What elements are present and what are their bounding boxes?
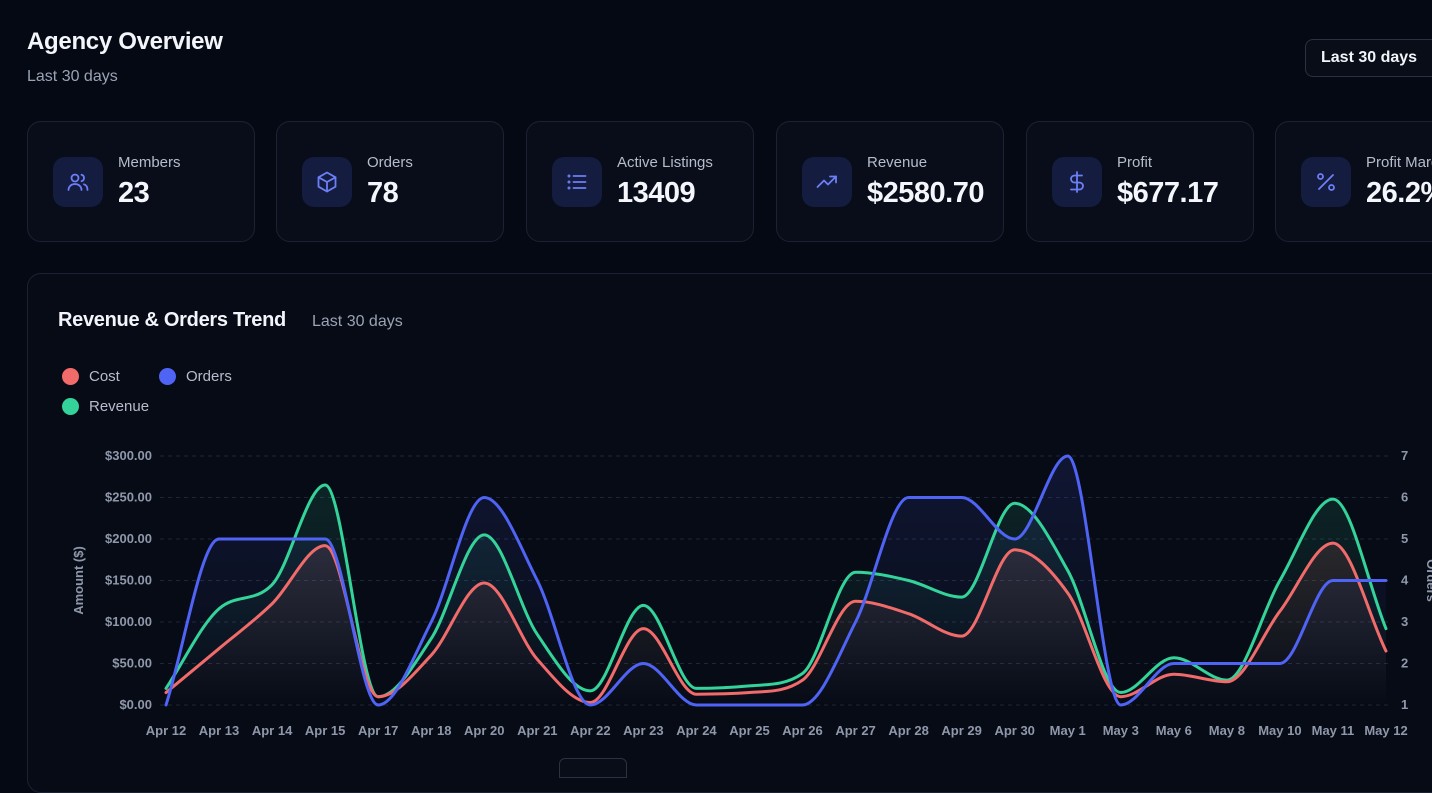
date-range-button[interactable]: Last 30 days — [1305, 39, 1432, 77]
percent-icon — [1301, 157, 1351, 207]
stat-card-orders: Orders 78 — [276, 121, 504, 242]
x-tick-label: Apr 14 — [252, 723, 293, 738]
users-icon — [53, 157, 103, 207]
legend-dot-revenue — [62, 398, 79, 415]
stat-label: Members — [118, 154, 181, 171]
series-area-orders — [166, 456, 1386, 705]
legend-item-cost[interactable]: Cost — [62, 368, 120, 385]
stat-label: Orders — [367, 154, 413, 171]
stat-label: Profit Margin — [1366, 154, 1432, 171]
page-subtitle: Last 30 days — [27, 68, 118, 85]
x-tick-label: Apr 21 — [517, 723, 557, 738]
x-tick-label: Apr 13 — [199, 723, 239, 738]
y2-tick-label: 1 — [1401, 697, 1408, 712]
y-tick-label: $100.00 — [105, 614, 152, 629]
y2-axis-label: Orders — [1424, 559, 1432, 602]
chart-subtitle: Last 30 days — [312, 313, 403, 330]
x-tick-label: Apr 20 — [464, 723, 504, 738]
list-icon — [552, 157, 602, 207]
y-tick-label: $250.00 — [105, 490, 152, 505]
x-tick-label: Apr 24 — [676, 723, 717, 738]
y-tick-label: $200.00 — [105, 531, 152, 546]
stat-card-profit-margin: Profit Margin 26.2% — [1275, 121, 1432, 242]
x-tick-label: Apr 18 — [411, 723, 451, 738]
x-tick-label: May 3 — [1103, 723, 1139, 738]
legend-dot-cost — [62, 368, 79, 385]
y2-tick-label: 4 — [1401, 573, 1409, 588]
y-tick-label: $50.00 — [112, 656, 152, 671]
x-tick-label: Apr 23 — [623, 723, 663, 738]
y-tick-label: $300.00 — [105, 448, 152, 463]
dollar-icon — [1052, 157, 1102, 207]
legend-dot-orders — [159, 368, 176, 385]
stat-value: 78 — [367, 177, 399, 209]
x-tick-label: Apr 22 — [570, 723, 610, 738]
x-tick-label: Apr 12 — [146, 723, 186, 738]
legend-item-revenue[interactable]: Revenue — [62, 398, 149, 415]
stat-card-members: Members 23 — [27, 121, 255, 242]
y2-tick-label: 2 — [1401, 656, 1408, 671]
legend-label-revenue: Revenue — [89, 398, 150, 415]
x-tick-label: May 12 — [1364, 723, 1407, 738]
stat-label: Profit — [1117, 154, 1153, 171]
stat-value: $2580.70 — [867, 177, 984, 209]
chart-title: Revenue & Orders Trend — [58, 309, 286, 331]
series-line-cost — [164, 541, 1388, 705]
x-tick-label: May 8 — [1209, 723, 1245, 738]
series-line-orders — [164, 454, 1388, 707]
x-tick-label: Apr 17 — [358, 723, 398, 738]
box-icon — [302, 157, 352, 207]
x-tick-label: Apr 30 — [994, 723, 1034, 738]
legend-item-orders[interactable]: Orders — [159, 368, 232, 385]
x-tick-label: Apr 28 — [888, 723, 928, 738]
legend-label-cost: Cost — [89, 368, 120, 385]
stat-label: Active Listings — [617, 154, 713, 171]
stat-card-active-listings: Active Listings 13409 — [526, 121, 754, 242]
stat-card-revenue: Revenue $2580.70 — [776, 121, 1004, 242]
x-tick-label: Apr 26 — [782, 723, 822, 738]
y2-tick-label: 3 — [1401, 614, 1408, 629]
y-tick-label: $150.00 — [105, 573, 152, 588]
x-tick-label: Apr 29 — [941, 723, 981, 738]
bottom-tab[interactable] — [559, 758, 627, 778]
stat-value: 13409 — [617, 177, 696, 209]
y2-tick-label: 5 — [1401, 531, 1408, 546]
x-tick-label: May 6 — [1156, 723, 1192, 738]
y2-tick-label: 7 — [1401, 448, 1408, 463]
x-tick-label: May 10 — [1258, 723, 1301, 738]
trend-chart: $0.00 $50.00 $100.00 $150.00 $200.00 $250.00 $… — [71, 448, 1432, 738]
y-tick-label: $0.00 — [119, 697, 152, 712]
y-axis-label: Amount ($) — [71, 546, 86, 615]
stat-label: Revenue — [867, 154, 928, 171]
y2-tick-label: 6 — [1401, 490, 1408, 505]
stat-value: 23 — [118, 177, 150, 209]
x-tick-label: Apr 27 — [835, 723, 875, 738]
stat-value: 26.2% — [1366, 177, 1432, 209]
page-title: Agency Overview — [27, 28, 223, 55]
stat-card-profit: Profit $677.17 — [1026, 121, 1254, 242]
legend-label-orders: Orders — [186, 368, 232, 385]
x-tick-label: May 1 — [1050, 723, 1086, 738]
x-tick-label: May 11 — [1312, 723, 1355, 738]
x-tick-label: Apr 15 — [305, 723, 345, 738]
x-tick-label: Apr 25 — [729, 723, 769, 738]
trending-up-icon — [802, 157, 852, 207]
stat-value: $677.17 — [1117, 177, 1219, 209]
